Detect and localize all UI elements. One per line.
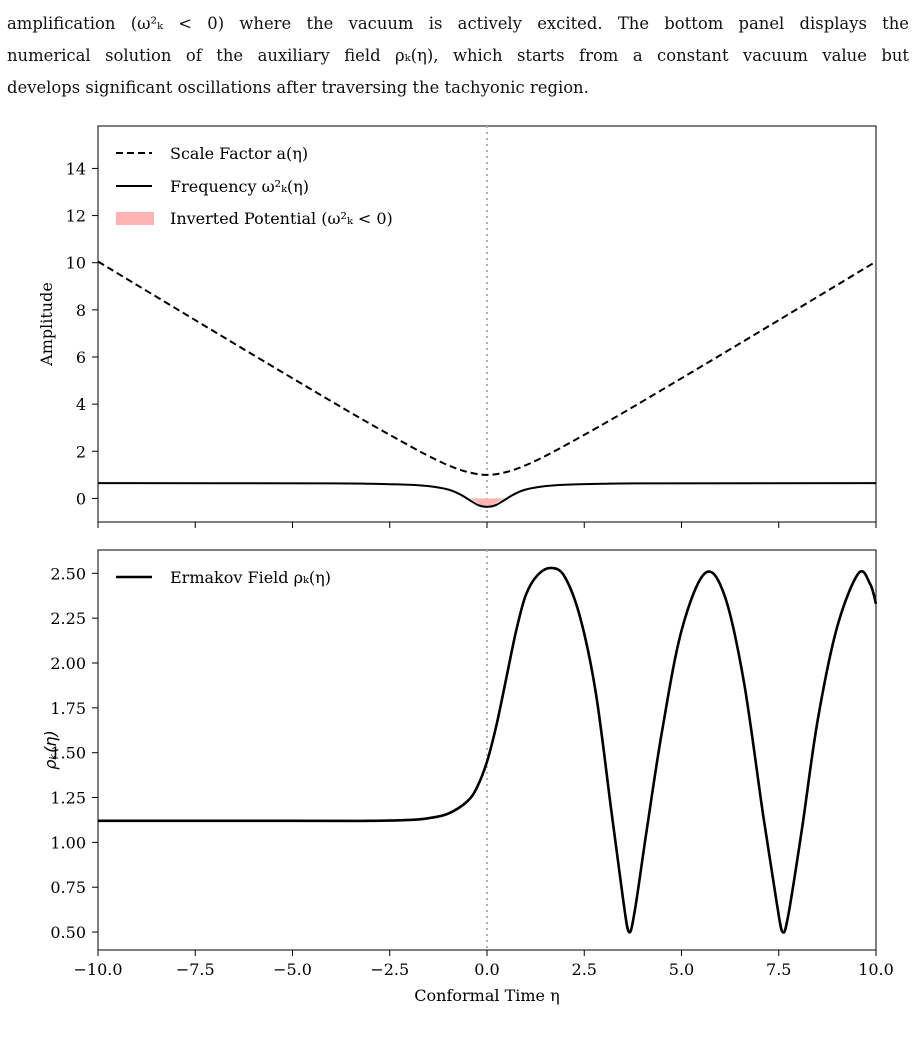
legend-scale-factor: Scale Factor a(η) (170, 144, 308, 163)
bottom-xtick-label: 2.5 (572, 960, 597, 979)
bottom-legend: Ermakov Field ρₖ(η) (116, 568, 331, 587)
bottom-ytick-label: 1.75 (50, 699, 86, 718)
bottom-xtick-label: 10.0 (858, 960, 894, 979)
bottom-ylabel: ρₖ(η) (41, 730, 60, 770)
bottom-ytick-label: 2.00 (50, 654, 86, 673)
top-ytick-label: 0 (76, 489, 86, 508)
legend-fill-swatch (116, 212, 154, 225)
bottom-xtick-label: −10.0 (73, 960, 122, 979)
scale-factor-line (97, 260, 877, 476)
top-panel: 0 2 4 6 8 10 12 14 Amplitude Scale Factor a(η) … (37, 125, 877, 528)
bottom-panel: 0.50 0.75 1.00 1.25 1.50 1.75 2.00 2.25 2.50 −10… (41, 549, 894, 1005)
top-ytick-label: 12 (66, 207, 86, 226)
caption: amplification (ω²ₖ < 0) where the vacuum… (7, 8, 909, 104)
bottom-xtick-label: 0.0 (474, 960, 499, 979)
ermakov-field-line (97, 566, 878, 934)
bottom-xtick-label: 7.5 (766, 960, 791, 979)
bottom-xtick-label: −7.5 (176, 960, 215, 979)
legend-inverted: Inverted Potential (ω²ₖ < 0) (170, 209, 393, 228)
caption-line-3: develops significant oscillations after … (7, 78, 589, 97)
bottom-xtick-label: −2.5 (370, 960, 409, 979)
inverted-potential-fill (467, 498, 507, 507)
legend-frequency: Frequency ω²ₖ(η) (170, 177, 309, 196)
top-yticks: 0 2 4 6 8 10 12 14 (66, 159, 98, 508)
bottom-ytick-label: 0.50 (50, 923, 86, 942)
top-ylabel: Amplitude (37, 282, 56, 367)
bottom-xtick-label: −5.0 (273, 960, 312, 979)
bottom-ytick-label: 0.75 (50, 878, 86, 897)
x-axis-label: Conformal Time η (414, 986, 559, 1005)
bottom-yticks: 0.50 0.75 1.00 1.25 1.50 1.75 2.00 2.25 2.50 (50, 564, 98, 942)
bottom-ytick-label: 1.25 (50, 789, 86, 808)
top-ytick-label: 2 (76, 442, 86, 461)
top-legend: Scale Factor a(η) Frequency ω²ₖ(η) Inver… (116, 144, 393, 228)
bottom-ytick-label: 1.50 (50, 744, 86, 763)
frequency-line (97, 482, 877, 508)
bottom-ytick-label: 2.50 (50, 564, 86, 583)
top-xticks (97, 522, 877, 528)
top-ytick-label: 10 (66, 254, 86, 273)
top-ytick-label: 4 (76, 395, 86, 414)
bottom-xtick-label: 5.0 (669, 960, 694, 979)
top-ytick-label: 6 (76, 348, 86, 367)
bottom-xticks: −10.0 −7.5 −5.0 −2.5 0.0 2.5 5.0 7.5 10.0 (73, 950, 894, 979)
top-ytick-label: 8 (76, 301, 86, 320)
legend-ermakov: Ermakov Field ρₖ(η) (170, 568, 331, 587)
bottom-ytick-label: 2.25 (50, 609, 86, 628)
top-ytick-label: 14 (66, 159, 86, 178)
bottom-ytick-label: 1.00 (50, 833, 86, 852)
caption-line-2: numerical solution of the auxiliary fiel… (7, 46, 909, 65)
caption-line-1: amplification (ω²ₖ < 0) where the vacuum… (7, 14, 909, 33)
